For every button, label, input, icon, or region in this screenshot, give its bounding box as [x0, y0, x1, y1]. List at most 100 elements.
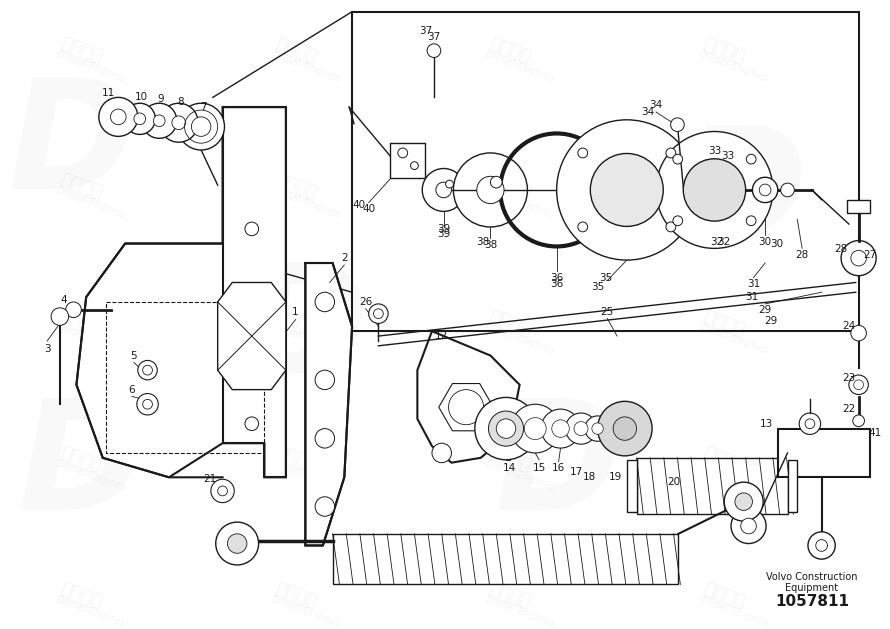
Circle shape	[211, 479, 234, 503]
Text: Diesel-Engines: Diesel-Engines	[484, 49, 555, 83]
Text: 35: 35	[591, 282, 604, 292]
Circle shape	[142, 399, 152, 409]
Text: 24: 24	[842, 321, 855, 331]
Text: Volvo Construction: Volvo Construction	[766, 572, 858, 582]
Circle shape	[427, 44, 441, 57]
Circle shape	[578, 222, 587, 232]
Text: 紫发动力: 紫发动力	[701, 35, 748, 67]
Text: 11: 11	[102, 87, 115, 97]
Circle shape	[781, 183, 795, 197]
Circle shape	[66, 302, 81, 318]
Text: 9: 9	[158, 94, 165, 104]
Text: 35: 35	[599, 272, 612, 282]
Text: Diesel-Engines: Diesel-Engines	[699, 594, 770, 629]
Circle shape	[125, 103, 156, 135]
Circle shape	[315, 428, 335, 448]
Circle shape	[585, 416, 611, 442]
Text: Diesel-Engines: Diesel-Engines	[270, 49, 341, 83]
Circle shape	[368, 304, 388, 323]
Circle shape	[315, 497, 335, 516]
Text: 38: 38	[484, 240, 497, 250]
Circle shape	[497, 419, 515, 438]
Text: Diesel-Engines: Diesel-Engines	[699, 186, 770, 220]
Text: Diesel-Engines: Diesel-Engines	[55, 49, 126, 83]
Text: 27: 27	[863, 250, 877, 260]
Text: 5: 5	[131, 350, 137, 360]
Circle shape	[449, 389, 483, 425]
Polygon shape	[218, 282, 286, 389]
Text: 紫发动力: 紫发动力	[487, 308, 533, 339]
Circle shape	[851, 325, 866, 341]
Text: 紫发动力: 紫发动力	[58, 35, 105, 67]
Circle shape	[854, 380, 863, 389]
Text: 26: 26	[359, 297, 372, 307]
Circle shape	[245, 417, 259, 430]
Text: 10: 10	[135, 92, 149, 103]
Text: Diesel-Engines: Diesel-Engines	[55, 322, 126, 356]
Text: 40: 40	[362, 204, 376, 214]
Text: 32: 32	[710, 237, 723, 247]
Text: 1: 1	[292, 307, 299, 317]
Circle shape	[134, 113, 146, 125]
Text: Diesel-Engines: Diesel-Engines	[699, 459, 770, 493]
Text: D: D	[495, 393, 622, 542]
Text: 紫发动力: 紫发动力	[272, 171, 319, 203]
Circle shape	[315, 292, 335, 312]
Bar	[636, 458, 788, 515]
Text: 紫发动力: 紫发动力	[58, 308, 105, 339]
Text: 2: 2	[341, 253, 348, 263]
Text: 18: 18	[583, 472, 596, 482]
Text: Diesel-Engines: Diesel-Engines	[484, 322, 555, 356]
Circle shape	[99, 97, 138, 136]
Text: 31: 31	[747, 279, 760, 289]
Text: 13: 13	[759, 419, 773, 429]
Circle shape	[574, 421, 588, 436]
Text: 14: 14	[503, 462, 516, 472]
Text: 紫发动力: 紫发动力	[701, 308, 748, 339]
Circle shape	[511, 404, 560, 453]
Text: 紫发动力: 紫发动力	[58, 444, 105, 476]
Circle shape	[142, 365, 152, 375]
Text: 22: 22	[842, 404, 855, 414]
Circle shape	[541, 409, 580, 448]
Circle shape	[805, 419, 814, 428]
Text: D: D	[242, 257, 368, 406]
Text: D: D	[18, 393, 145, 542]
Circle shape	[666, 148, 676, 158]
Text: 23: 23	[842, 373, 855, 383]
Circle shape	[159, 103, 198, 142]
Circle shape	[490, 176, 502, 188]
Text: 紫发动力: 紫发动力	[487, 581, 533, 612]
Text: 39: 39	[437, 224, 450, 234]
Text: Diesel-Engines: Diesel-Engines	[699, 322, 770, 356]
Text: Diesel-Engines: Diesel-Engines	[699, 49, 770, 83]
Text: 28: 28	[835, 244, 847, 254]
Text: 20: 20	[667, 477, 680, 487]
Text: 紫发动力: 紫发动力	[701, 171, 748, 203]
Text: 40: 40	[352, 199, 366, 209]
Text: Diesel-Engines: Diesel-Engines	[270, 186, 341, 220]
Text: 16: 16	[552, 462, 565, 472]
Text: 6: 6	[129, 384, 135, 394]
Text: 紫发动力: 紫发动力	[272, 444, 319, 476]
Circle shape	[398, 148, 408, 158]
Circle shape	[556, 120, 697, 260]
Circle shape	[816, 540, 828, 552]
Text: 紫发动力: 紫发动力	[487, 444, 533, 476]
Circle shape	[142, 103, 177, 138]
Circle shape	[849, 375, 869, 394]
Circle shape	[656, 131, 773, 248]
Polygon shape	[305, 263, 352, 545]
Text: 28: 28	[796, 250, 809, 260]
Text: 33: 33	[722, 151, 735, 161]
Circle shape	[565, 413, 596, 444]
Circle shape	[315, 370, 335, 389]
Text: 紫发动力: 紫发动力	[58, 171, 105, 203]
Circle shape	[422, 169, 465, 211]
Circle shape	[218, 486, 228, 496]
Circle shape	[684, 159, 746, 221]
Circle shape	[808, 532, 835, 559]
Circle shape	[592, 423, 603, 434]
Polygon shape	[417, 331, 520, 463]
Circle shape	[138, 360, 158, 380]
